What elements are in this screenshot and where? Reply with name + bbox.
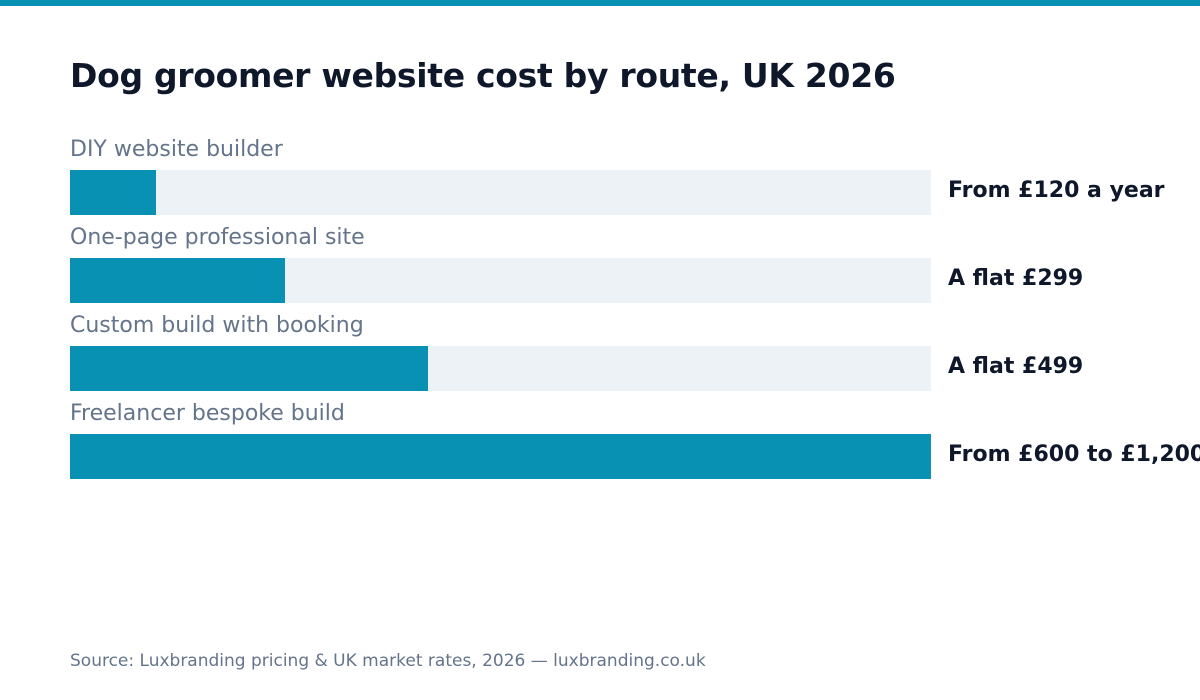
- bar: [70, 346, 429, 391]
- bar-track: [70, 258, 931, 303]
- value-label: From £120 a year: [948, 178, 1165, 203]
- value-label: A flat £299: [948, 266, 1084, 291]
- bar: [70, 258, 285, 303]
- value-label: A flat £499: [948, 354, 1084, 379]
- bar-track: [70, 170, 931, 215]
- category-label: Freelancer bespoke build: [70, 401, 345, 426]
- category-label: DIY website builder: [70, 137, 283, 162]
- value-label: From £600 to £1,200: [948, 442, 1200, 467]
- bar-track: [70, 434, 931, 479]
- chart-title: Dog groomer website cost by route, UK 20…: [70, 56, 896, 95]
- bar: [70, 434, 931, 479]
- top-accent-bar: [0, 0, 1200, 6]
- source-note: Source: Luxbranding pricing & UK market …: [70, 651, 706, 671]
- category-label: Custom build with booking: [70, 313, 364, 338]
- bar-track: [70, 346, 931, 391]
- category-label: One-page professional site: [70, 225, 365, 250]
- bar: [70, 170, 157, 215]
